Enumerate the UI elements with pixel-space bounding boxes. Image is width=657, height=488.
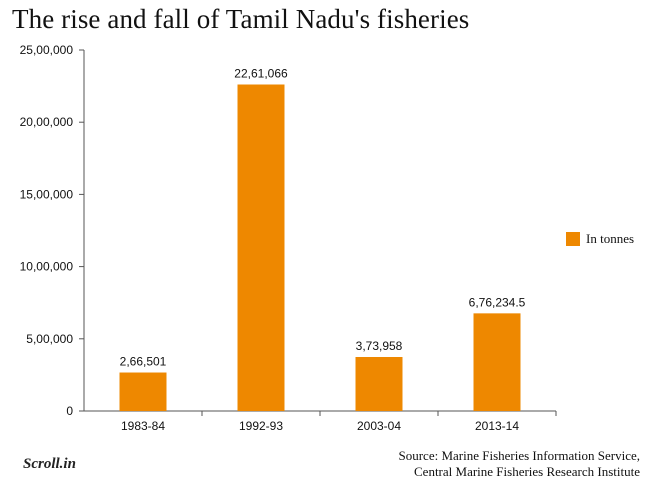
data-label: 6,76,234.5 [469,295,526,309]
legend-swatch [566,232,580,246]
legend-label: In tonnes [586,231,635,246]
bar [473,313,521,411]
y-tick-label: 15,00,000 [20,187,74,201]
scroll-logo: Scroll.in [23,456,76,472]
y-tick-label: 25,00,000 [20,43,74,57]
x-tick-label: 2003-04 [357,419,401,433]
bar [355,357,403,411]
y-tick-label: 5,00,000 [26,332,73,346]
source-note: Source: Marine Fisheries Information Ser… [398,448,640,480]
x-tick-label: 2013-14 [475,419,519,433]
source-line-1: Source: Marine Fisheries Information Ser… [398,448,640,463]
y-tick-label: 10,00,000 [20,260,74,274]
x-tick-label: 1983-84 [121,419,165,433]
data-label: 3,73,958 [356,339,403,353]
data-label: 2,66,501 [120,355,167,369]
y-tick-label: 0 [66,404,73,418]
bar [119,372,167,411]
x-tick-label: 1992-93 [239,419,283,433]
source-line-2: Central Marine Fisheries Research Instit… [414,464,640,479]
data-label: 22,61,066 [234,67,288,81]
bar [237,84,285,411]
y-tick-label: 20,00,000 [20,115,74,129]
chart-title: The rise and fall of Tamil Nadu's fisher… [12,4,470,34]
legend: In tonnes [566,231,634,247]
